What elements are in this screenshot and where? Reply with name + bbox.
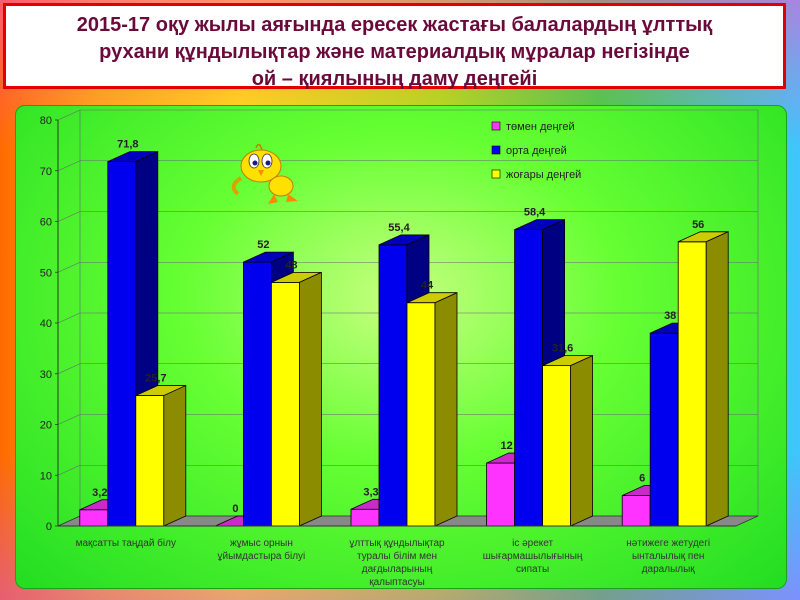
bar-front <box>350 508 380 527</box>
bar-front <box>270 281 300 527</box>
bar-side <box>434 292 458 527</box>
bar-front <box>621 495 651 527</box>
x-category-label: ұлттық құндылықтар <box>349 538 445 549</box>
bar-front <box>649 332 679 527</box>
bar-front <box>79 509 109 527</box>
x-category-label: сипаты <box>516 564 549 575</box>
data-label: 38 <box>664 310 676 322</box>
data-label: 3,3 <box>363 486 378 498</box>
legend-swatch <box>491 121 501 131</box>
legend-swatch <box>491 169 501 179</box>
x-category-label: қалыптасуы <box>369 577 425 588</box>
legend-label: орта деңгей <box>506 145 567 157</box>
bar-front <box>514 229 544 527</box>
bar-front <box>107 161 137 527</box>
bar-side <box>163 384 187 527</box>
y-tick-label: 20 <box>40 420 52 432</box>
gridline-depth <box>57 414 81 425</box>
legend: төмен деңгей орта деңгей жоғары деңгей <box>491 121 581 181</box>
gridline-depth <box>57 211 81 222</box>
data-label: 12 <box>500 440 512 452</box>
gridline-depth <box>57 363 81 375</box>
x-category-label: жұмыс орнын <box>230 538 293 549</box>
y-tick-label: 0 <box>46 521 52 533</box>
legend-label: төмен деңгей <box>506 121 575 133</box>
x-category-label: дағдыларының <box>362 564 433 575</box>
x-category-label: нәтижеге жетудегі <box>626 538 710 549</box>
data-label: 31,6 <box>552 343 573 355</box>
data-label: 0 <box>232 503 238 515</box>
data-label: 55,4 <box>388 222 410 234</box>
y-tick-label: 70 <box>40 166 52 178</box>
bar-side <box>570 355 593 527</box>
bar-front <box>406 302 436 527</box>
bird-mascot-icon <box>231 143 298 204</box>
gridline-depth <box>57 160 81 172</box>
data-label: 44 <box>421 280 434 292</box>
title-line-2: рухани құндылықтар және материалдық мұра… <box>99 41 690 63</box>
data-label: 52 <box>257 239 269 251</box>
data-label: 25,7 <box>145 373 166 385</box>
bar-front <box>242 261 272 527</box>
bar-front <box>486 462 516 527</box>
y-tick-label: 60 <box>40 217 52 229</box>
data-label: 71,8 <box>117 139 138 151</box>
gridline-depth <box>57 261 81 273</box>
bar-side <box>705 231 729 527</box>
data-label: 56 <box>692 219 704 231</box>
x-category-label: шығармашылығының <box>483 551 583 562</box>
chart-panel: 0 10 20 30 40 50 60 70 80 мақсатты таңдай білу жұм… <box>15 105 787 589</box>
bar-front <box>135 395 165 527</box>
data-label: 6 <box>639 473 645 485</box>
legend-swatch <box>491 145 501 155</box>
bar-front <box>677 241 707 527</box>
data-label: 48 <box>285 259 297 271</box>
gridline-depth <box>57 312 81 324</box>
bar-front <box>378 244 408 527</box>
title-line-3: ой – қиялының даму деңгейі <box>251 68 538 90</box>
data-label: 3,2 <box>92 487 107 499</box>
y-tick-label: 80 <box>40 115 52 127</box>
data-label: 58,4 <box>524 207 546 219</box>
x-category-label: даралылық <box>642 564 696 575</box>
bars <box>79 150 729 527</box>
x-category-label: ынталылық пен <box>632 551 704 562</box>
legend-label: жоғары деңгей <box>506 169 581 181</box>
gridline-depth <box>57 464 81 476</box>
x-category-label: ұйымдастыра білуі <box>218 550 306 562</box>
x-category-label: мақсатты таңдай білу <box>76 537 176 549</box>
y-tick-label: 10 <box>40 470 52 482</box>
x-category-label: іс әрекет <box>512 538 553 549</box>
y-tick-label: 40 <box>40 318 52 330</box>
slide-title: 2015-17 оқу жылы аяғында ересек жастағы … <box>3 3 786 90</box>
x-category-label: туралы білім мен <box>357 550 437 562</box>
gridline-depth <box>57 109 81 121</box>
y-tick-label: 50 <box>40 267 52 279</box>
data-labels: 3,2 71,8 25,7 0 52 48 3,3 55,4 44 12 58,4 31,6 6 38 56 <box>92 139 704 515</box>
bar-side <box>298 271 322 527</box>
title-line-1: 2015-17 оқу жылы аяғында ересек жастағы … <box>76 14 713 36</box>
y-tick-label: 30 <box>40 369 52 381</box>
bar-front <box>542 365 571 527</box>
